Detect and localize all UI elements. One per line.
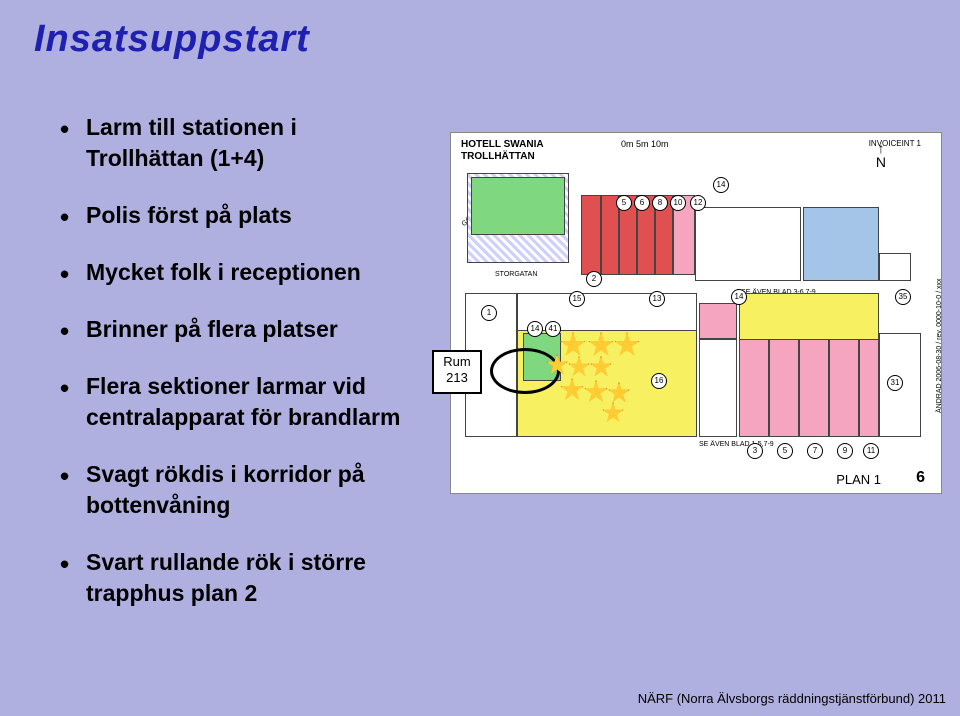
floorplan: HOTELL SWANIA TROLLHÄTTAN 0m 5m 10m ↑ N … (450, 132, 942, 494)
floorplan-block (829, 339, 859, 437)
floorplan-room-number: 8 (652, 195, 668, 211)
slide-title: Insatsuppstart (34, 18, 310, 61)
room-callout-line2: 213 (446, 370, 468, 385)
floorplan-block (769, 339, 799, 437)
floorplan-block (739, 339, 769, 437)
floorplan-room-number: 13 (649, 291, 665, 307)
bullet-list: Larm till stationen i Trollhättan (1+4) … (60, 112, 420, 636)
slide-footer: NÄRF (Norra Älvsborgs räddningstjänstför… (638, 691, 946, 706)
floorplan-room-number: 5 (616, 195, 632, 211)
floorplan-block (695, 207, 801, 281)
floorplan-block (517, 293, 697, 331)
bullet-item: Mycket folk i receptionen (60, 257, 420, 288)
floorplan-room-number: 15 (569, 291, 585, 307)
floorplan-room-number: 41 (545, 321, 561, 337)
floorplan-block (803, 207, 879, 281)
bullet-item: Svart rullande rök i större trapphus pla… (60, 547, 420, 609)
floorplan-scale-markers: 0m 5m 10m (621, 139, 669, 149)
bullet-item: Polis först på plats (60, 200, 420, 231)
floorplan-room-number: 35 (895, 289, 911, 305)
ellipse-annotation (490, 348, 560, 394)
floorplan-header: HOTELL SWANIA TROLLHÄTTAN (461, 139, 544, 163)
floorplan-plan-number: 6 (916, 469, 925, 487)
bullet-item: Larm till stationen i Trollhättan (1+4) (60, 112, 420, 174)
floorplan-block (879, 253, 911, 281)
bullet-item: Flera sektioner larmar vid centralappara… (60, 371, 420, 433)
north-label: N (876, 155, 886, 169)
bullet-item: Brinner på flera platser (60, 314, 420, 345)
room-callout-box: Rum 213 (432, 350, 482, 394)
floorplan-room-number: 14 (731, 289, 747, 305)
floorplan-room-number: 5 (777, 443, 793, 459)
bullet-item: Svagt rökdis i korridor på bottenvåning (60, 459, 420, 521)
floorplan-room-number: 14 (713, 177, 729, 193)
floorplan-room-number: 16 (651, 373, 667, 389)
floorplan-room-number: 14 (527, 321, 543, 337)
floorplan-room-number: 2 (586, 271, 602, 287)
floorplan-block (471, 177, 565, 235)
room-callout-line1: Rum (443, 354, 470, 369)
floorplan-room-number: 3 (747, 443, 763, 459)
floorplan-side-text: ÄNDRAD 2006-08-30 / rev. 0000-10-0 / xxx (936, 213, 943, 413)
floorplan-block (799, 339, 829, 437)
floorplan-title-2: TROLLHÄTTAN (461, 151, 535, 162)
floorplan-room-number: 12 (690, 195, 706, 211)
floorplan-block (699, 303, 737, 339)
floorplan-room-number: 1 (481, 305, 497, 321)
floorplan-room-number: 7 (807, 443, 823, 459)
floorplan-title-1: HOTELL SWANIA (461, 139, 544, 150)
floorplan-room-number: 31 (887, 375, 903, 391)
floorplan-block (699, 339, 737, 437)
floorplan-room-number: 10 (670, 195, 686, 211)
floorplan-plan-text: PLAN 1 (836, 472, 881, 487)
floorplan-block (859, 339, 879, 437)
floorplan-storgatan-label: STORGATAN (495, 271, 537, 278)
floorplan-room-number: 11 (863, 443, 879, 459)
floorplan-block (581, 195, 601, 275)
slide: Insatsuppstart Larm till stationen i Tro… (0, 0, 960, 716)
floorplan-room-number: 6 (634, 195, 650, 211)
floorplan-room-number: 9 (837, 443, 853, 459)
floorplan-invoice: INVOICEINT 1 (869, 139, 921, 148)
